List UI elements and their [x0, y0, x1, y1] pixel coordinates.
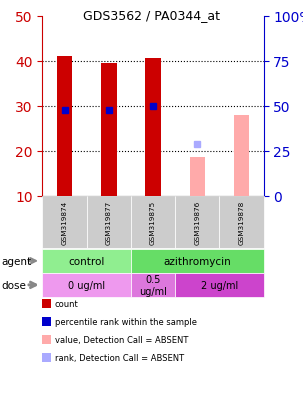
Text: 0.5
ug/ml: 0.5 ug/ml	[139, 275, 167, 297]
Text: GSM319878: GSM319878	[238, 201, 245, 245]
Text: 2 ug/ml: 2 ug/ml	[201, 280, 238, 291]
Text: rank, Detection Call = ABSENT: rank, Detection Call = ABSENT	[55, 354, 184, 363]
Bar	[101, 64, 117, 196]
Text: GSM319876: GSM319876	[194, 201, 200, 245]
Text: GSM319874: GSM319874	[62, 201, 68, 245]
Text: GSM319875: GSM319875	[150, 201, 156, 245]
Text: azithromycin: azithromycin	[163, 256, 231, 266]
Bar	[189, 158, 205, 196]
Text: GDS3562 / PA0344_at: GDS3562 / PA0344_at	[83, 9, 220, 22]
Text: 0 ug/ml: 0 ug/ml	[68, 280, 105, 291]
Text: dose: dose	[2, 280, 26, 291]
Text: percentile rank within the sample: percentile rank within the sample	[55, 317, 197, 326]
Text: GSM319877: GSM319877	[106, 201, 112, 245]
Text: control: control	[68, 256, 105, 266]
Text: value, Detection Call = ABSENT: value, Detection Call = ABSENT	[55, 335, 188, 344]
Bar	[57, 57, 72, 196]
Bar	[145, 59, 161, 196]
Bar	[234, 115, 249, 196]
Text: count: count	[55, 299, 78, 308]
Text: agent: agent	[2, 256, 32, 266]
